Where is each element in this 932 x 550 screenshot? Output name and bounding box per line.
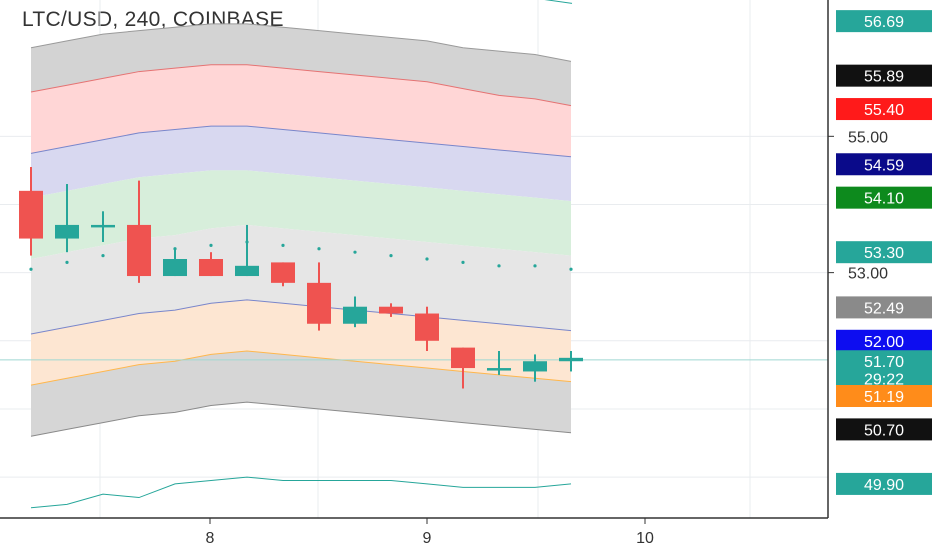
midline-dot (569, 267, 573, 271)
envelope-top-line (30, 23, 572, 62)
envelope-band-upper (31, 64, 571, 157)
y-tick-label: 55.00 (848, 129, 888, 146)
price-badge (836, 384, 932, 407)
price-badge (836, 472, 932, 495)
price-badge-label: 56.69 (864, 14, 904, 31)
midline-dot (317, 247, 321, 251)
price-badge-label: 51.19 (864, 389, 904, 406)
envelope-band-upper (31, 224, 571, 334)
candle-body[interactable] (19, 190, 43, 239)
candle-body[interactable] (127, 224, 151, 277)
y-tick-label: 53.00 (848, 266, 888, 283)
envelope-band-lower (31, 351, 571, 437)
midline-dot (533, 264, 537, 268)
midline-dot (389, 253, 393, 258)
price-badge-label: 49.90 (864, 477, 904, 494)
candle-body[interactable] (235, 265, 259, 277)
price-badge (836, 329, 932, 352)
candle-body[interactable] (163, 259, 187, 277)
price-badge (836, 10, 932, 33)
envelope-line (30, 299, 572, 335)
midline-dot (497, 264, 501, 268)
midline-dot (425, 257, 429, 261)
midline-dot (29, 267, 33, 271)
candle-body[interactable] (487, 368, 511, 371)
x-tick-label: 10 (636, 530, 654, 547)
midline-dot (101, 253, 105, 258)
envelope-line (30, 125, 572, 158)
candle-body[interactable] (91, 224, 115, 228)
candle-body[interactable] (307, 282, 331, 324)
envelope-bottom-line (30, 401, 572, 437)
price-badge-label: 54.59 (864, 157, 904, 174)
price-badge (836, 186, 932, 209)
price-badge (836, 296, 932, 319)
x-tick-label: 8 (206, 530, 215, 547)
envelope-band-upper (31, 170, 571, 259)
price-badge (836, 98, 932, 121)
price-badge-label: 52.49 (864, 300, 904, 317)
price-badge-label: 29:22 (864, 371, 904, 388)
candle-body[interactable] (379, 306, 403, 314)
midline-dot (281, 243, 285, 247)
envelope-band-upper (31, 23, 571, 106)
x-tick-label: 9 (423, 530, 432, 547)
midline-dot (353, 250, 357, 254)
price-badge-label: 54.10 (864, 191, 904, 208)
candle-body[interactable] (271, 262, 295, 283)
envelope-line (30, 350, 572, 386)
midline-dot (65, 260, 69, 265)
price-badge (836, 367, 932, 390)
candle-body[interactable] (559, 357, 583, 362)
price-badge-label: 55.89 (864, 69, 904, 86)
lower-teal-line (30, 476, 572, 509)
envelope-band-upper (31, 126, 571, 202)
candle-body[interactable] (55, 224, 79, 239)
price-badge-label: 51.70 (864, 354, 904, 371)
price-badge (836, 241, 932, 264)
price-badge (836, 418, 932, 441)
candle-body[interactable] (415, 313, 439, 341)
candle-body[interactable] (199, 259, 223, 277)
candle-body[interactable] (343, 306, 367, 324)
candle-body[interactable] (451, 347, 475, 369)
upper-teal-line (544, 0, 573, 4)
price-badge (836, 153, 932, 176)
price-badge (836, 350, 932, 373)
candle-body[interactable] (523, 361, 547, 372)
midline-dot (209, 243, 213, 247)
envelope-line (30, 64, 572, 107)
price-badge-label: 53.30 (864, 245, 904, 262)
price-badge-label: 55.40 (864, 102, 904, 119)
midline-dot (461, 260, 465, 265)
price-badge (836, 64, 932, 87)
price-badge-label: 52.00 (864, 334, 904, 351)
price-badge-label: 50.70 (864, 422, 904, 439)
